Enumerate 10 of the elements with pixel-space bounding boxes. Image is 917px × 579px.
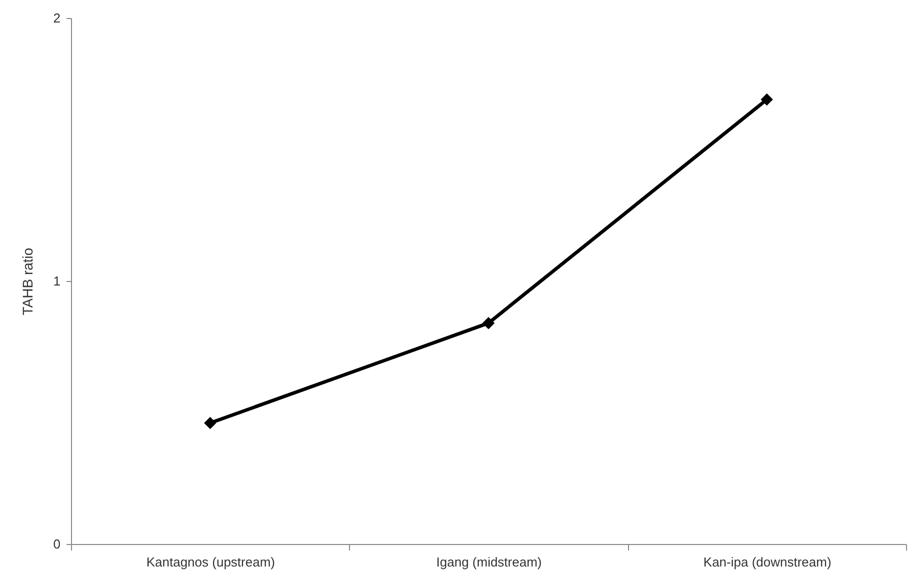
point (204, 416, 216, 430)
point (482, 316, 495, 330)
y-tick-label: 0 (53, 536, 60, 552)
point (760, 93, 773, 106)
x-tick-label: Kantagnos (upstream) (146, 554, 275, 570)
y-axis-title: TAHB ratio (19, 248, 36, 316)
y-tick-label: 1 (53, 274, 60, 288)
x-tick-label: Igang (midstream) (436, 554, 542, 570)
x-tick-label: Kan-ipa (downstream) (703, 554, 832, 570)
y-tick-label: 2 (53, 10, 60, 26)
